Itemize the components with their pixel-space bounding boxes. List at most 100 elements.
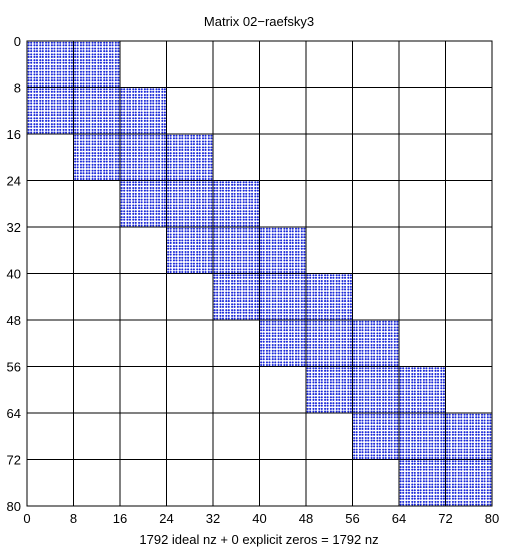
nonzero-marker — [126, 169, 129, 172]
nonzero-marker — [146, 128, 149, 131]
nonzero-marker — [294, 280, 298, 283]
nonzero-marker — [65, 102, 68, 105]
nonzero-marker — [318, 363, 321, 367]
nonzero-marker — [216, 265, 219, 268]
nonzero-marker — [274, 230, 277, 233]
nonzero-marker — [97, 41, 100, 44]
nonzero-marker — [233, 218, 236, 221]
nonzero-marker — [108, 70, 112, 73]
nonzero-marker — [324, 294, 327, 297]
nonzero-marker — [30, 59, 33, 62]
nonzero-marker — [219, 276, 222, 279]
nonzero-marker — [285, 338, 288, 341]
nonzero-marker — [181, 268, 184, 271]
nonzero-marker — [99, 177, 102, 181]
nonzero-marker — [91, 70, 94, 73]
nonzero-marker — [210, 163, 213, 166]
nonzero-marker — [35, 61, 39, 64]
nonzero-marker — [294, 311, 298, 314]
nonzero-marker — [74, 55, 77, 59]
nonzero-marker — [161, 108, 164, 111]
nonzero-marker — [169, 221, 172, 224]
nonzero-marker — [268, 309, 271, 312]
nonzero-marker — [123, 177, 126, 181]
nonzero-marker — [108, 76, 112, 79]
nonzero-marker — [260, 236, 263, 239]
nonzero-marker — [35, 55, 39, 59]
nonzero-marker — [111, 59, 114, 62]
nonzero-marker — [27, 99, 30, 102]
nonzero-marker — [120, 187, 123, 190]
nonzero-marker — [248, 247, 251, 250]
nonzero-marker — [221, 314, 225, 317]
nonzero-marker — [120, 210, 123, 213]
nonzero-marker — [242, 294, 245, 297]
nonzero-marker — [82, 108, 85, 111]
nonzero-marker — [111, 50, 114, 53]
nonzero-marker — [393, 320, 396, 323]
nonzero-marker — [152, 212, 155, 215]
nonzero-marker — [227, 294, 230, 297]
nonzero-marker — [74, 84, 77, 88]
nonzero-marker — [210, 172, 213, 175]
nonzero-marker — [88, 67, 91, 70]
nonzero-marker — [65, 114, 68, 117]
nonzero-marker — [387, 332, 391, 335]
nonzero-marker — [155, 195, 158, 198]
nonzero-marker — [169, 146, 172, 149]
nonzero-marker — [114, 90, 117, 93]
nonzero-marker — [99, 169, 102, 172]
nonzero-marker — [231, 262, 234, 265]
nonzero-marker — [231, 233, 234, 236]
nonzero-marker — [233, 288, 236, 291]
nonzero-marker — [239, 204, 242, 207]
nonzero-marker — [260, 285, 263, 288]
nonzero-marker — [314, 349, 318, 352]
nonzero-marker — [201, 183, 205, 186]
nonzero-marker — [294, 343, 298, 347]
nonzero-marker — [187, 195, 190, 198]
nonzero-marker — [280, 259, 283, 262]
nonzero-marker — [114, 44, 117, 47]
nonzero-marker — [184, 256, 187, 259]
nonzero-marker — [236, 311, 239, 314]
nonzero-marker — [190, 233, 193, 236]
nonzero-marker — [256, 187, 259, 190]
nonzero-marker — [190, 183, 193, 186]
nonzero-marker — [120, 111, 123, 114]
nonzero-marker — [128, 152, 132, 155]
nonzero-marker — [155, 105, 158, 108]
nonzero-marker — [126, 216, 129, 219]
nonzero-marker — [338, 352, 341, 355]
nonzero-marker — [175, 160, 178, 163]
nonzero-marker — [312, 282, 315, 285]
nonzero-marker — [62, 47, 65, 50]
nonzero-marker — [85, 47, 88, 50]
nonzero-marker — [268, 256, 271, 259]
nonzero-marker — [99, 99, 102, 102]
nonzero-marker — [97, 94, 100, 97]
nonzero-marker — [318, 323, 321, 326]
nonzero-marker — [158, 212, 161, 215]
nonzero-marker — [30, 105, 33, 108]
nonzero-marker — [291, 305, 294, 308]
nonzero-marker — [291, 320, 294, 323]
nonzero-marker — [178, 224, 181, 227]
nonzero-marker — [254, 291, 257, 294]
nonzero-marker — [97, 134, 100, 137]
nonzero-marker — [68, 53, 71, 56]
nonzero-marker — [128, 201, 132, 204]
nonzero-marker — [45, 94, 48, 97]
nonzero-marker — [68, 41, 71, 44]
nonzero-marker — [59, 123, 62, 126]
nonzero-marker — [303, 230, 306, 233]
nonzero-marker — [297, 268, 300, 271]
nonzero-marker — [239, 274, 242, 277]
nonzero-marker — [312, 309, 315, 312]
nonzero-marker — [134, 108, 137, 111]
nonzero-marker — [326, 274, 329, 277]
nonzero-marker — [41, 105, 44, 108]
nonzero-marker — [207, 177, 210, 181]
nonzero-marker — [227, 241, 230, 245]
nonzero-marker — [68, 94, 71, 97]
